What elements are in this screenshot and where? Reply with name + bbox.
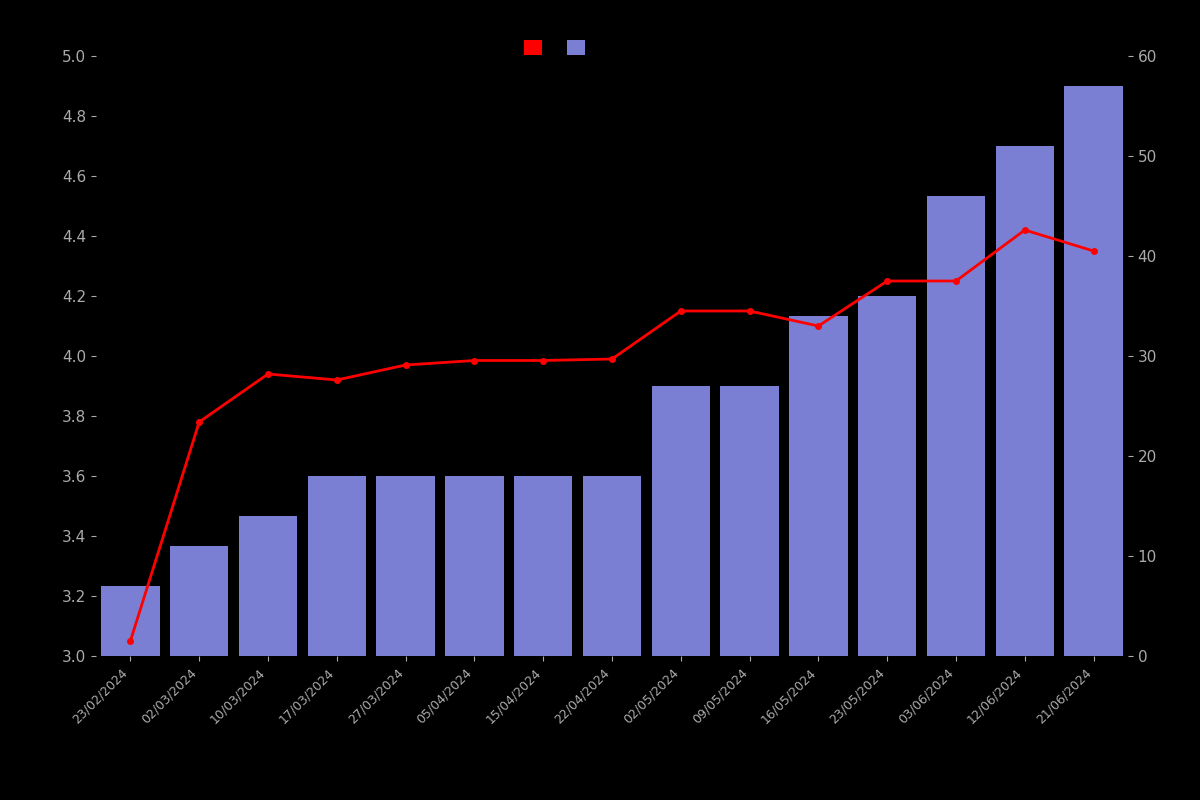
Bar bbox=[926, 196, 985, 656]
Bar bbox=[720, 386, 779, 656]
Bar bbox=[101, 586, 160, 656]
Bar bbox=[170, 546, 228, 656]
Bar bbox=[1064, 86, 1123, 656]
Legend: , : , bbox=[517, 34, 604, 62]
Bar bbox=[583, 476, 641, 656]
Bar bbox=[239, 516, 298, 656]
Bar bbox=[858, 296, 917, 656]
Bar bbox=[307, 476, 366, 656]
Bar bbox=[790, 316, 847, 656]
Bar bbox=[514, 476, 572, 656]
Bar bbox=[996, 146, 1054, 656]
Bar bbox=[377, 476, 434, 656]
Bar bbox=[445, 476, 504, 656]
Bar bbox=[652, 386, 710, 656]
